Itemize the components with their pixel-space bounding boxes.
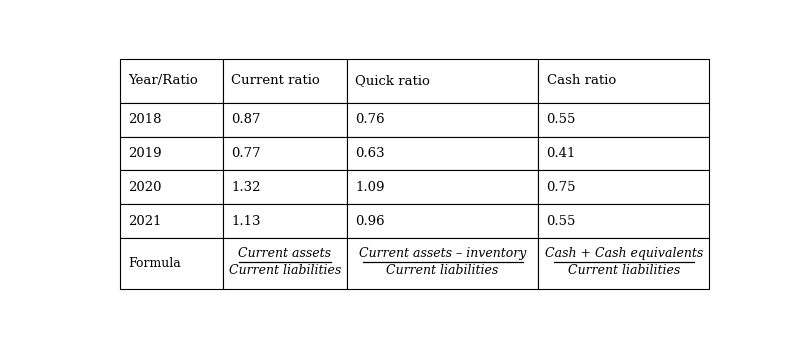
Bar — [120, 137, 223, 171]
Bar — [120, 103, 223, 137]
Text: Cash + Cash equivalents: Cash + Cash equivalents — [544, 247, 703, 260]
Bar — [120, 204, 223, 238]
Text: Formula: Formula — [128, 257, 181, 270]
Bar — [538, 204, 709, 238]
Text: 1.13: 1.13 — [231, 215, 260, 227]
Text: 0.96: 0.96 — [355, 215, 384, 227]
Text: Current liabilities: Current liabilities — [568, 264, 680, 277]
Bar — [223, 137, 347, 171]
Text: Current ratio: Current ratio — [231, 74, 320, 87]
Bar — [347, 204, 538, 238]
Text: 2019: 2019 — [128, 147, 162, 160]
Text: 0.77: 0.77 — [231, 147, 260, 160]
Bar — [538, 171, 709, 204]
Text: 2021: 2021 — [128, 215, 162, 227]
Text: Current assets – inventory: Current assets – inventory — [359, 247, 527, 260]
Text: 0.87: 0.87 — [231, 113, 260, 126]
Text: Year/Ratio: Year/Ratio — [128, 74, 198, 87]
Text: 0.75: 0.75 — [547, 181, 576, 194]
Bar — [347, 238, 538, 288]
Text: 0.63: 0.63 — [355, 147, 384, 160]
Text: Quick ratio: Quick ratio — [355, 74, 430, 87]
Bar — [347, 137, 538, 171]
Text: 0.55: 0.55 — [547, 113, 576, 126]
Text: Current assets: Current assets — [239, 247, 332, 260]
Text: 2018: 2018 — [128, 113, 162, 126]
Bar — [120, 238, 223, 288]
Bar — [347, 171, 538, 204]
Bar — [223, 59, 347, 103]
Bar — [538, 238, 709, 288]
Bar — [223, 238, 347, 288]
Text: Cash ratio: Cash ratio — [547, 74, 616, 87]
Bar — [223, 204, 347, 238]
Text: 1.09: 1.09 — [355, 181, 384, 194]
Text: 0.55: 0.55 — [547, 215, 576, 227]
Text: 0.41: 0.41 — [547, 147, 576, 160]
Bar — [538, 59, 709, 103]
Text: Current liabilities: Current liabilities — [229, 264, 341, 277]
Bar — [223, 171, 347, 204]
Text: 1.32: 1.32 — [231, 181, 260, 194]
Bar — [538, 103, 709, 137]
Text: 0.76: 0.76 — [355, 113, 384, 126]
Bar — [538, 137, 709, 171]
Bar — [223, 103, 347, 137]
Bar — [120, 59, 223, 103]
Bar — [347, 59, 538, 103]
Text: 2020: 2020 — [128, 181, 162, 194]
Bar — [120, 171, 223, 204]
Text: Current liabilities: Current liabilities — [387, 264, 498, 277]
Bar — [347, 103, 538, 137]
